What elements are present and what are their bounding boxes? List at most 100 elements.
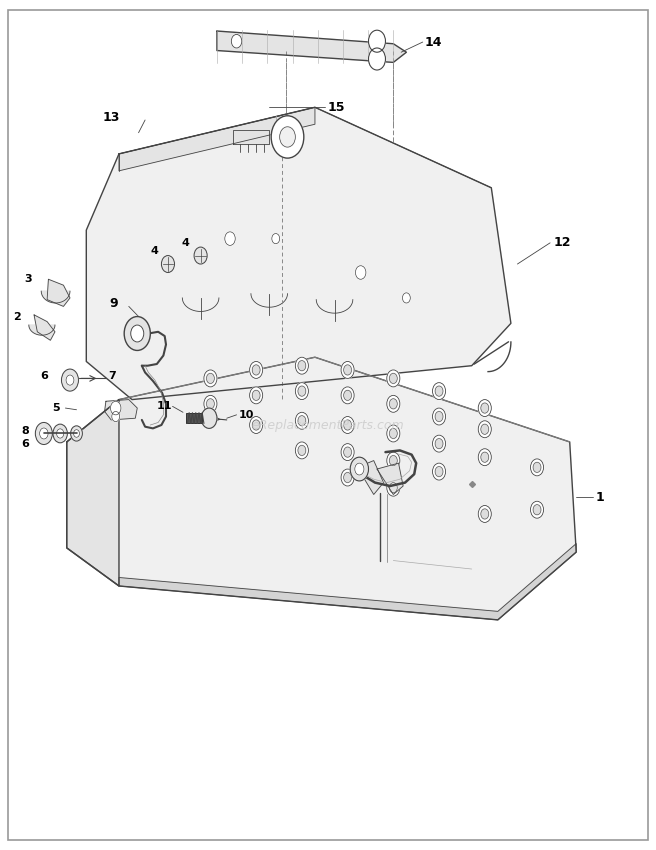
Circle shape (207, 373, 215, 383)
Polygon shape (29, 325, 55, 335)
Circle shape (207, 399, 215, 409)
Circle shape (204, 370, 217, 387)
Polygon shape (119, 107, 315, 171)
Circle shape (298, 445, 306, 456)
Circle shape (71, 426, 83, 441)
Circle shape (201, 408, 217, 428)
Circle shape (478, 400, 491, 416)
Circle shape (432, 435, 445, 452)
Circle shape (432, 408, 445, 425)
Circle shape (295, 382, 308, 399)
Circle shape (387, 425, 400, 442)
Circle shape (481, 509, 489, 519)
Circle shape (369, 31, 386, 52)
Polygon shape (87, 107, 511, 400)
Circle shape (432, 463, 445, 480)
Polygon shape (182, 298, 219, 311)
Polygon shape (358, 461, 384, 495)
Text: 10: 10 (239, 410, 254, 420)
Circle shape (344, 390, 352, 400)
Circle shape (390, 373, 398, 383)
Circle shape (250, 416, 262, 434)
Circle shape (533, 462, 541, 473)
Circle shape (390, 483, 398, 493)
Circle shape (53, 424, 68, 443)
Text: 6: 6 (41, 371, 49, 381)
Circle shape (478, 449, 491, 466)
Circle shape (225, 232, 236, 246)
Circle shape (341, 469, 354, 486)
Circle shape (481, 452, 489, 462)
Text: 14: 14 (424, 36, 442, 48)
Circle shape (131, 325, 144, 342)
Circle shape (252, 365, 260, 375)
Text: 1: 1 (596, 490, 605, 503)
Polygon shape (47, 280, 70, 306)
Text: 6: 6 (21, 439, 29, 449)
Polygon shape (234, 130, 269, 144)
Text: 4: 4 (150, 246, 158, 257)
Circle shape (432, 382, 445, 399)
Circle shape (250, 387, 262, 404)
Text: 15: 15 (328, 101, 346, 114)
Circle shape (344, 473, 352, 483)
Circle shape (533, 505, 541, 515)
Circle shape (295, 357, 308, 374)
Circle shape (481, 403, 489, 413)
Circle shape (252, 420, 260, 430)
Circle shape (124, 316, 150, 350)
Polygon shape (119, 544, 576, 620)
Circle shape (435, 386, 443, 396)
Circle shape (435, 467, 443, 477)
Polygon shape (41, 292, 70, 303)
Text: 13: 13 (102, 111, 120, 124)
Circle shape (344, 365, 352, 375)
Circle shape (204, 395, 217, 412)
Circle shape (390, 428, 398, 439)
Text: 9: 9 (109, 298, 118, 310)
Circle shape (272, 234, 279, 244)
Polygon shape (377, 463, 403, 495)
Circle shape (62, 369, 79, 391)
Polygon shape (67, 357, 576, 620)
Text: 7: 7 (108, 371, 115, 381)
Circle shape (161, 256, 174, 273)
Circle shape (232, 35, 242, 48)
Circle shape (390, 456, 398, 466)
Circle shape (298, 360, 306, 371)
Circle shape (344, 420, 352, 430)
Circle shape (481, 424, 489, 434)
Text: 2: 2 (13, 312, 21, 321)
Circle shape (369, 48, 386, 70)
Circle shape (298, 386, 306, 396)
Circle shape (295, 412, 308, 429)
Circle shape (350, 457, 369, 481)
Circle shape (355, 463, 364, 475)
Polygon shape (104, 400, 137, 420)
Circle shape (341, 387, 354, 404)
Circle shape (35, 422, 52, 445)
Circle shape (478, 506, 491, 523)
Text: 4: 4 (182, 238, 190, 248)
Circle shape (66, 375, 74, 385)
Polygon shape (316, 299, 353, 313)
Circle shape (344, 447, 352, 457)
Text: 5: 5 (52, 403, 60, 413)
Circle shape (390, 399, 398, 409)
Circle shape (271, 116, 304, 158)
Circle shape (279, 127, 295, 147)
Circle shape (252, 390, 260, 400)
Circle shape (478, 421, 491, 438)
Polygon shape (67, 400, 119, 586)
Circle shape (298, 416, 306, 426)
Text: 8: 8 (21, 426, 29, 436)
Polygon shape (217, 31, 406, 62)
Text: eReplacementParts.com: eReplacementParts.com (252, 418, 404, 432)
Circle shape (39, 428, 48, 439)
Text: 12: 12 (554, 236, 571, 249)
Circle shape (387, 452, 400, 469)
Circle shape (341, 444, 354, 461)
Circle shape (356, 266, 366, 280)
Circle shape (387, 479, 400, 496)
Circle shape (403, 293, 410, 303)
